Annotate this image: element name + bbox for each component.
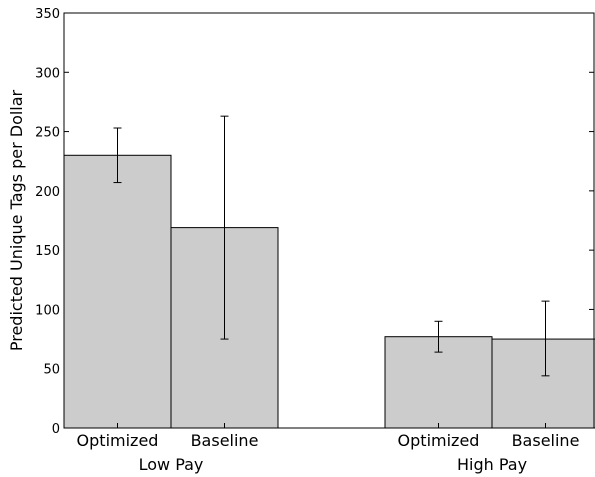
group-label: High Pay xyxy=(457,455,527,474)
y-tick-label: 100 xyxy=(35,303,60,318)
category-label: Optimized xyxy=(398,431,480,450)
bars xyxy=(63,154,595,429)
y-tick-label: 50 xyxy=(43,363,60,378)
y-tick-label: 0 xyxy=(52,422,60,437)
y-tick-label: 300 xyxy=(35,66,60,81)
x-axis-labels: Optimized Baseline Low Pay Optimized Baselin… xyxy=(77,423,580,474)
bar xyxy=(63,154,172,429)
y-axis-title: Predicted Unique Tags per Dollar xyxy=(7,89,26,351)
category-label: Baseline xyxy=(512,431,580,450)
category-label: Optimized xyxy=(77,431,159,450)
error-bars xyxy=(113,115,550,377)
y-tick-label: 200 xyxy=(35,185,60,200)
category-label: Baseline xyxy=(191,431,259,450)
y-tick-label: 150 xyxy=(35,244,60,259)
y-tick-label: 250 xyxy=(35,126,60,141)
bar xyxy=(491,338,595,429)
y-axis-ticks: 0 50 100 150 200 250 300 350 xyxy=(35,7,594,437)
y-tick-label: 350 xyxy=(35,7,60,22)
group-label: Low Pay xyxy=(139,455,204,474)
